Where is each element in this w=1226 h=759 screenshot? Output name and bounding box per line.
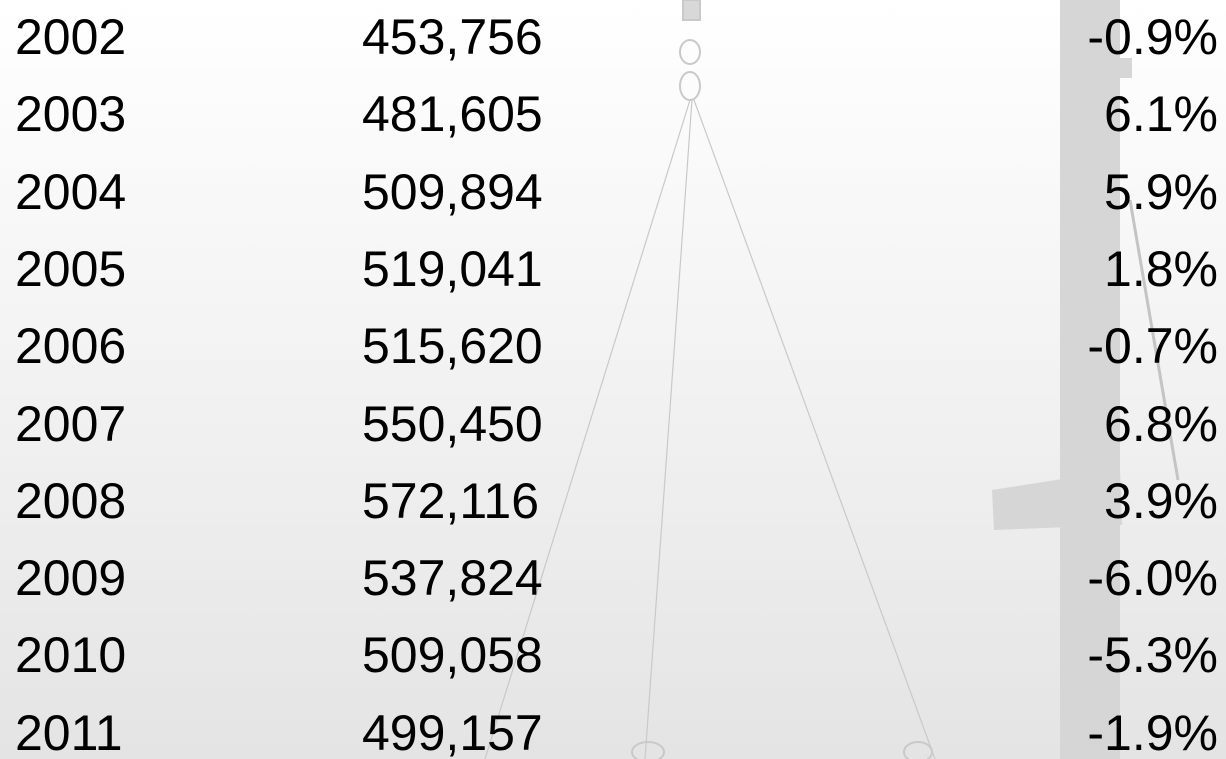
change-cell: -5.3% xyxy=(1087,625,1218,685)
year-cell: 2006 xyxy=(15,316,126,376)
change-cell: -1.9% xyxy=(1087,703,1218,759)
year-cell: 2007 xyxy=(15,394,126,454)
value-cell: 453,756 xyxy=(362,7,543,67)
value-cell: 537,824 xyxy=(362,548,543,608)
change-cell: -6.0% xyxy=(1087,548,1218,608)
slide: 2002 453,756 -0.9% 2003 481,605 6.1% 2004 509,8… xyxy=(0,0,1226,759)
value-cell: 519,041 xyxy=(362,239,543,299)
year-cell: 2011 xyxy=(15,703,123,759)
year-cell: 2009 xyxy=(15,548,126,608)
change-cell: 3.9% xyxy=(1104,471,1218,531)
change-cell: 5.9% xyxy=(1104,162,1218,222)
year-cell: 2003 xyxy=(15,84,126,144)
change-cell: -0.9% xyxy=(1087,7,1218,67)
value-cell: 550,450 xyxy=(362,394,543,454)
year-cell: 2002 xyxy=(15,7,126,67)
value-cell: 572,116 xyxy=(362,471,539,531)
change-cell: 6.8% xyxy=(1104,394,1218,454)
background-scale xyxy=(0,0,1226,759)
value-cell: 509,058 xyxy=(362,625,543,685)
change-cell: 1.8% xyxy=(1104,239,1218,299)
year-cell: 2008 xyxy=(15,471,126,531)
year-cell: 2005 xyxy=(15,239,126,299)
year-cell: 2010 xyxy=(15,625,126,685)
change-cell: -0.7% xyxy=(1087,316,1218,376)
change-cell: 6.1% xyxy=(1104,84,1218,144)
value-cell: 509,894 xyxy=(362,162,543,222)
value-cell: 515,620 xyxy=(362,316,543,376)
value-cell: 499,157 xyxy=(362,703,543,759)
value-cell: 481,605 xyxy=(362,84,543,144)
year-cell: 2004 xyxy=(15,162,126,222)
